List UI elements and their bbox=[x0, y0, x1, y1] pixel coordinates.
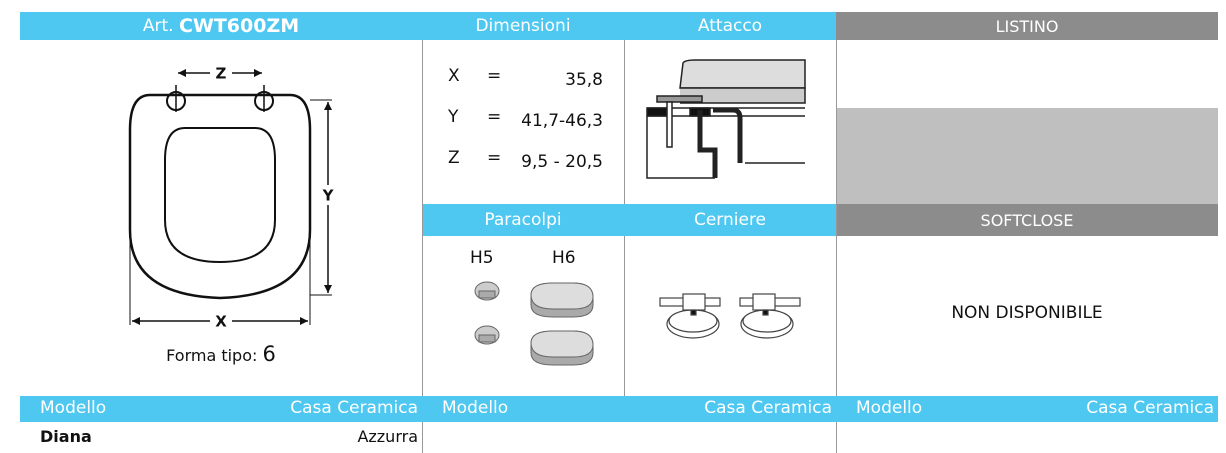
price-block bbox=[836, 108, 1218, 204]
article-code: CWT600ZM bbox=[178, 15, 300, 37]
divider bbox=[624, 236, 625, 396]
compat-model: Diana bbox=[40, 427, 92, 446]
shape-number: 6 bbox=[262, 342, 276, 366]
seat-drawing: Z Y X bbox=[128, 65, 335, 331]
dim-label: Y bbox=[448, 107, 459, 127]
dim-label: Z bbox=[448, 148, 460, 168]
bumpers-header: Paracolpi bbox=[422, 204, 624, 236]
compat-model-header: Modello bbox=[40, 398, 107, 418]
dim-sign: = bbox=[487, 107, 502, 127]
y-label: Y bbox=[322, 187, 335, 205]
price-list-header: LISTINO bbox=[836, 12, 1218, 40]
compat-model-header: Modello bbox=[442, 398, 509, 418]
compat-model-header: Modello bbox=[856, 398, 923, 418]
x-label: X bbox=[215, 313, 227, 331]
shape-label: Forma tipo: bbox=[166, 346, 258, 365]
softclose-status: NON DISPONIBILE bbox=[951, 303, 1103, 323]
article-header: Art. CWT600ZM bbox=[20, 12, 422, 40]
compat-brand-header: Casa Ceramica bbox=[290, 398, 418, 418]
compat-brand-header: Casa Ceramica bbox=[1086, 398, 1214, 418]
divider bbox=[836, 422, 837, 453]
hinges-header: Cerniere bbox=[624, 204, 836, 236]
dimensions-header: Dimensioni bbox=[422, 12, 624, 40]
divider bbox=[422, 422, 423, 453]
bumper-small-label: H5 bbox=[470, 248, 494, 268]
divider bbox=[422, 40, 423, 396]
dim-value: 35,8 bbox=[565, 70, 603, 90]
shape-caption: Forma tipo: 6 bbox=[20, 342, 422, 366]
bumpers-drawing bbox=[474, 281, 594, 366]
dim-sign: = bbox=[487, 148, 502, 168]
softclose-header: SOFTCLOSE bbox=[836, 204, 1218, 236]
dim-value: 41,7-46,3 bbox=[521, 111, 603, 131]
attachment-header: Attacco bbox=[624, 12, 836, 40]
compat-brand: Azzurra bbox=[357, 427, 418, 446]
compat-bar bbox=[20, 396, 1218, 422]
divider bbox=[624, 40, 625, 204]
attachment-drawing bbox=[646, 59, 806, 179]
compat-brand-header: Casa Ceramica bbox=[704, 398, 832, 418]
divider bbox=[836, 40, 837, 396]
dim-value: 9,5 - 20,5 bbox=[521, 152, 603, 172]
dim-sign: = bbox=[487, 66, 502, 86]
dim-label: X bbox=[448, 66, 460, 86]
hinges-drawing bbox=[659, 293, 801, 339]
z-label: Z bbox=[216, 65, 227, 83]
article-prefix: Art. bbox=[142, 16, 174, 36]
bumper-large-label: H6 bbox=[552, 248, 576, 268]
